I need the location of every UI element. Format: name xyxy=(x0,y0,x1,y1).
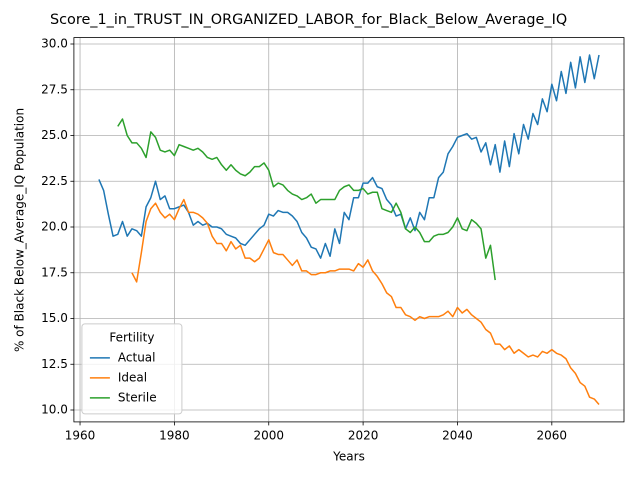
line-series xyxy=(131,198,600,405)
y-tick-label: 15.0 xyxy=(41,311,68,325)
line-series xyxy=(98,54,600,259)
x-tick-label: 1960 xyxy=(65,428,96,442)
legend-title: Fertility xyxy=(109,330,154,344)
line-series xyxy=(117,118,496,281)
legend-label: Sterile xyxy=(118,390,157,404)
x-tick-label: 2060 xyxy=(537,428,568,442)
axes-frame xyxy=(73,37,625,423)
y-tick-label: 27.5 xyxy=(41,82,68,96)
y-tick-label: 17.5 xyxy=(41,265,68,279)
chart-title: Score_1_in_TRUST_IN_ORGANIZED_LABOR_for_… xyxy=(50,12,567,28)
y-tick-label: 25.0 xyxy=(41,128,68,142)
x-tick-label: 2020 xyxy=(348,428,379,442)
x-tick-label: 2040 xyxy=(442,428,473,442)
x-tick-label: 1980 xyxy=(159,428,190,442)
legend-box xyxy=(81,323,183,415)
y-tick-label: 10.0 xyxy=(41,403,68,417)
y-axis-label: % of Black Below_Average_IQ Population xyxy=(13,108,27,352)
legend-label: Actual xyxy=(118,350,156,364)
x-axis-label: Years xyxy=(332,450,365,464)
legend-label: Ideal xyxy=(118,370,147,384)
x-tick-label: 2000 xyxy=(253,428,284,442)
y-tick-label: 20.0 xyxy=(41,220,68,234)
y-tick-label: 30.0 xyxy=(41,37,68,51)
y-tick-label: 22.5 xyxy=(41,174,68,188)
y-tick-label: 12.5 xyxy=(41,357,68,371)
